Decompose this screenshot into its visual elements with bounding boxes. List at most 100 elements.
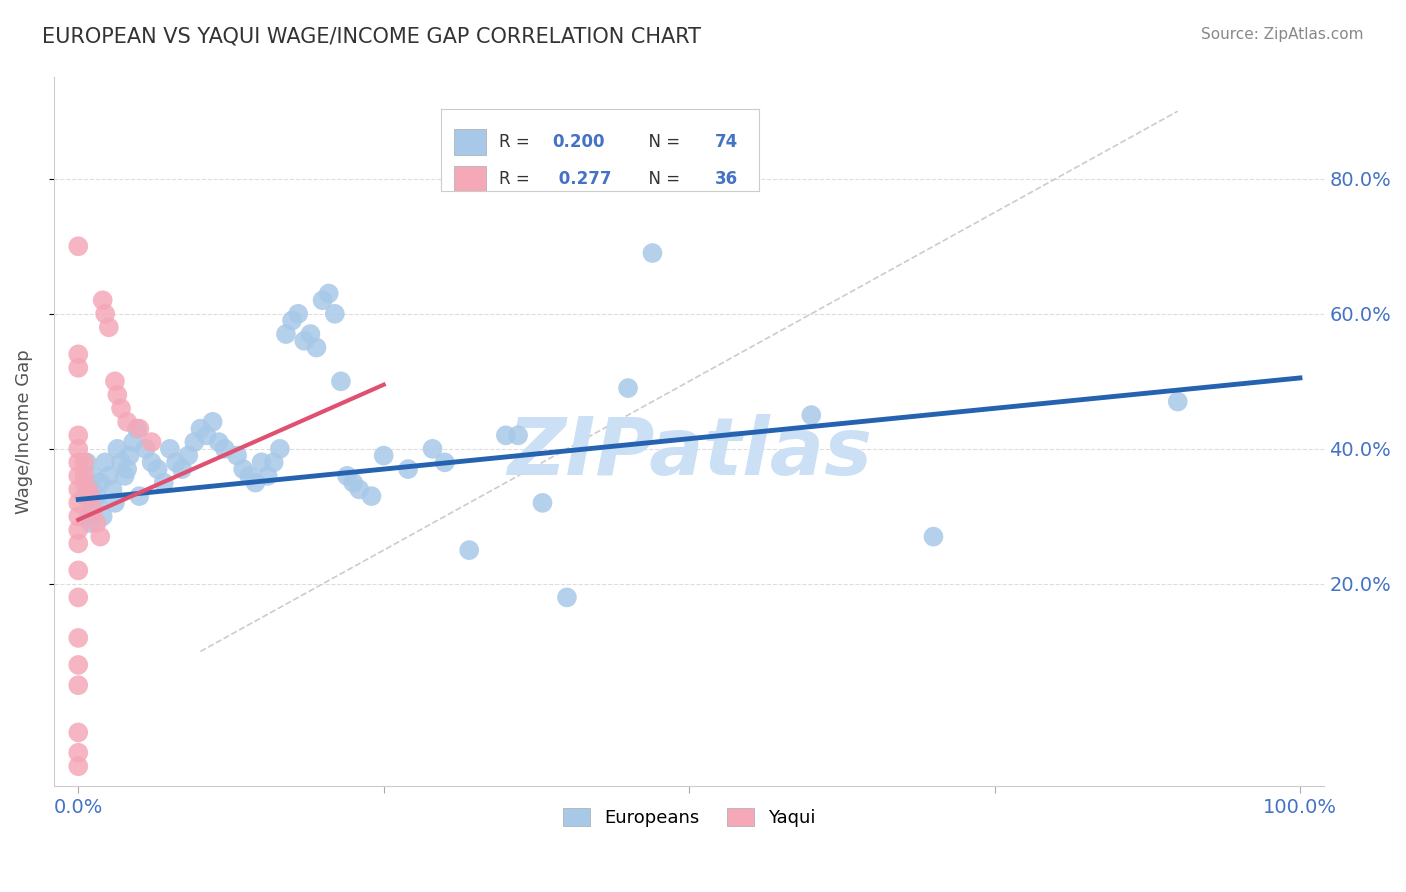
Text: EUROPEAN VS YAQUI WAGE/INCOME GAP CORRELATION CHART: EUROPEAN VS YAQUI WAGE/INCOME GAP CORREL… bbox=[42, 27, 702, 46]
Point bbox=[201, 415, 224, 429]
Point bbox=[122, 435, 145, 450]
Point bbox=[165, 455, 187, 469]
Point bbox=[82, 483, 104, 497]
Point bbox=[73, 468, 96, 483]
Point bbox=[134, 442, 156, 456]
Point bbox=[91, 293, 114, 308]
Point bbox=[159, 442, 181, 456]
Point bbox=[82, 468, 104, 483]
Text: Source: ZipAtlas.com: Source: ZipAtlas.com bbox=[1201, 27, 1364, 42]
Point bbox=[152, 475, 174, 490]
Point bbox=[73, 455, 96, 469]
Point bbox=[79, 502, 101, 516]
Point bbox=[458, 543, 481, 558]
Point bbox=[86, 496, 108, 510]
Y-axis label: Wage/Income Gap: Wage/Income Gap bbox=[15, 350, 32, 515]
Point bbox=[79, 516, 101, 530]
Point bbox=[110, 401, 132, 416]
Text: ZIPatlas: ZIPatlas bbox=[506, 414, 872, 492]
Point bbox=[245, 475, 267, 490]
Point bbox=[67, 746, 90, 760]
Point bbox=[256, 468, 278, 483]
Point bbox=[73, 475, 96, 490]
Point bbox=[86, 516, 108, 530]
Point bbox=[77, 509, 100, 524]
Point bbox=[287, 307, 309, 321]
Point bbox=[128, 489, 150, 503]
Point bbox=[115, 415, 138, 429]
Point bbox=[67, 759, 90, 773]
Point bbox=[67, 631, 90, 645]
Point bbox=[336, 468, 359, 483]
Point bbox=[146, 462, 169, 476]
Point bbox=[183, 435, 205, 450]
Point bbox=[263, 455, 285, 469]
Point bbox=[800, 408, 823, 422]
Point bbox=[922, 530, 945, 544]
Point bbox=[67, 591, 90, 605]
Point bbox=[238, 468, 260, 483]
Point bbox=[118, 449, 141, 463]
Point bbox=[555, 591, 578, 605]
Point bbox=[67, 360, 90, 375]
Point bbox=[94, 455, 117, 469]
Point bbox=[67, 428, 90, 442]
Point bbox=[299, 326, 322, 341]
Point bbox=[373, 449, 395, 463]
Point bbox=[342, 475, 364, 490]
Point bbox=[110, 455, 132, 469]
Point bbox=[141, 435, 163, 450]
Point bbox=[433, 455, 456, 469]
Point bbox=[91, 509, 114, 524]
Point bbox=[250, 455, 273, 469]
Point bbox=[281, 313, 304, 327]
Point bbox=[177, 449, 200, 463]
Point bbox=[125, 421, 148, 435]
Point bbox=[141, 455, 163, 469]
Point bbox=[531, 496, 554, 510]
Point bbox=[89, 475, 111, 490]
Point bbox=[274, 326, 297, 341]
Point bbox=[226, 449, 249, 463]
Point bbox=[67, 442, 90, 456]
Point bbox=[104, 374, 127, 388]
Point bbox=[105, 442, 128, 456]
Point bbox=[67, 468, 90, 483]
Point bbox=[67, 496, 90, 510]
Point bbox=[67, 536, 90, 550]
Point bbox=[269, 442, 291, 456]
Point bbox=[97, 468, 120, 483]
Point bbox=[172, 462, 194, 476]
Point bbox=[82, 502, 104, 516]
Point bbox=[73, 489, 96, 503]
Point bbox=[190, 421, 212, 435]
Point bbox=[115, 462, 138, 476]
Point bbox=[349, 483, 371, 497]
Point bbox=[86, 489, 108, 503]
Point bbox=[67, 483, 90, 497]
Point bbox=[323, 307, 346, 321]
Point bbox=[641, 246, 664, 260]
Point bbox=[67, 455, 90, 469]
Point bbox=[67, 239, 90, 253]
Point bbox=[305, 341, 328, 355]
Point bbox=[195, 428, 218, 442]
Point bbox=[396, 462, 419, 476]
Point bbox=[105, 388, 128, 402]
Point bbox=[128, 421, 150, 435]
Point bbox=[360, 489, 382, 503]
Point bbox=[79, 489, 101, 503]
Point bbox=[67, 725, 90, 739]
Point bbox=[208, 435, 231, 450]
Point bbox=[101, 483, 124, 497]
Point bbox=[311, 293, 333, 308]
Point bbox=[495, 428, 517, 442]
Point bbox=[76, 455, 98, 469]
Point bbox=[1167, 394, 1189, 409]
Point bbox=[97, 320, 120, 334]
Point bbox=[67, 347, 90, 361]
Point bbox=[67, 678, 90, 692]
Point bbox=[77, 483, 100, 497]
Point bbox=[232, 462, 254, 476]
Point bbox=[506, 428, 529, 442]
